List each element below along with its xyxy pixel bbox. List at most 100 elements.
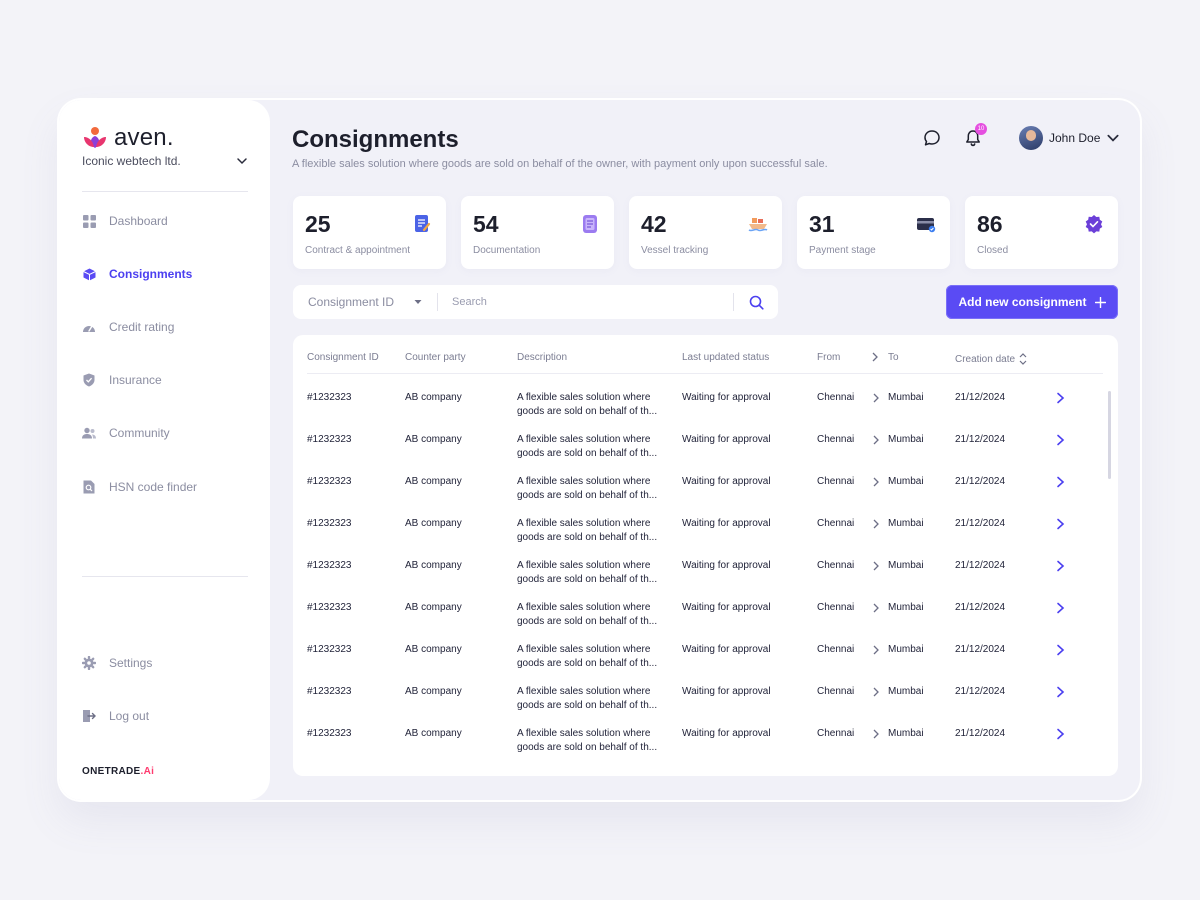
sidebar-item-settings[interactable]: Settings (82, 656, 152, 670)
route-chevron-icon (871, 601, 881, 615)
route-chevron-icon (871, 559, 881, 573)
sidebar: aven. Iconic webtech ltd. Dashboard Cons… (59, 100, 270, 800)
stat-value: 86 (977, 211, 1003, 237)
notification-badge: 10 (975, 123, 987, 135)
chevron-right-icon[interactable] (1053, 475, 1067, 489)
cell-creation-date: 21/12/2024 (955, 392, 1006, 403)
column-header-id[interactable]: Consignment ID (307, 352, 379, 363)
cell-consignment-id: #1232323 (307, 644, 352, 655)
cell-description: A flexible sales solution where goods ar… (517, 644, 658, 669)
route-chevron-icon (871, 391, 881, 405)
cell-counter-party: AB company (405, 434, 462, 445)
chevron-down-icon (237, 158, 247, 165)
table-row[interactable]: #1232323 AB company A flexible sales solut… (293, 475, 1118, 517)
stat-value: 31 (809, 211, 835, 237)
cell-to: Mumbai (888, 728, 924, 739)
document-icon (583, 215, 597, 233)
company-name: Iconic webtech ltd. (82, 154, 181, 168)
logo[interactable]: aven. (82, 124, 174, 152)
cell-status: Waiting for approval (682, 560, 771, 571)
sidebar-item-community[interactable]: Community (82, 426, 170, 440)
column-header-description[interactable]: Description (517, 352, 568, 363)
contract-icon (415, 215, 431, 232)
stat-card-vessel-tracking[interactable]: 42 Vessel tracking (629, 196, 782, 269)
column-header-to[interactable]: To (888, 352, 899, 363)
stat-card-closed[interactable]: 86 Closed (965, 196, 1118, 269)
add-consignment-button[interactable]: Add new consignment (946, 285, 1118, 319)
chevron-right-icon[interactable] (1053, 559, 1067, 573)
chat-button[interactable] (922, 128, 942, 148)
sidebar-item-label: Log out (109, 709, 150, 723)
chevron-right-icon[interactable] (1053, 601, 1067, 615)
cell-status: Waiting for approval (682, 602, 771, 613)
plus-icon (1094, 296, 1106, 308)
stat-card-documentation[interactable]: 54 Documentation (461, 196, 614, 269)
sidebar-item-label: Community (109, 426, 170, 440)
cell-to: Mumbai (888, 686, 924, 697)
cell-creation-date: 21/12/2024 (955, 518, 1006, 529)
search-button[interactable] (734, 285, 778, 319)
separator (437, 293, 438, 311)
chevron-right-icon[interactable] (1053, 391, 1067, 405)
scrollbar-thumb[interactable] (1108, 391, 1111, 479)
cell-counter-party: AB company (405, 686, 462, 697)
cell-status: Waiting for approval (682, 434, 771, 445)
cell-creation-date: 21/12/2024 (955, 560, 1006, 571)
column-header-creation-date[interactable]: Creation date (955, 352, 1027, 366)
add-button-label: Add new consignment (958, 295, 1087, 309)
consignments-table: Consignment ID Counter party Description… (293, 335, 1118, 776)
box-icon (82, 267, 96, 281)
route-chevron-icon (871, 475, 881, 489)
user-menu[interactable]: John Doe (1019, 126, 1120, 150)
table-row[interactable]: #1232323 AB company A flexible sales solut… (293, 433, 1118, 475)
chevron-right-icon[interactable] (1053, 517, 1067, 531)
sidebar-item-dashboard[interactable]: Dashboard (82, 214, 168, 228)
cell-creation-date: 21/12/2024 (955, 686, 1006, 697)
chevron-right-icon[interactable] (1053, 727, 1067, 741)
notifications-button[interactable]: 10 (963, 123, 987, 148)
search-input[interactable] (438, 285, 733, 319)
cell-description: A flexible sales solution where goods ar… (517, 728, 658, 753)
sidebar-item-hsn-code-finder[interactable]: HSN code finder (82, 480, 197, 494)
cell-to: Mumbai (888, 434, 924, 445)
table-row[interactable]: #1232323 AB company A flexible sales solut… (293, 727, 1118, 769)
chevron-right-icon[interactable] (1053, 685, 1067, 699)
sidebar-divider (82, 576, 248, 577)
filter-bar: Consignment ID (293, 285, 778, 319)
table-row[interactable]: #1232323 AB company A flexible sales solut… (293, 517, 1118, 559)
cell-from: Chennai (817, 434, 855, 445)
chevron-right-icon[interactable] (1053, 643, 1067, 657)
cell-counter-party: AB company (405, 476, 462, 487)
sidebar-item-insurance[interactable]: Insurance (82, 373, 162, 387)
chevron-right-icon[interactable] (1053, 433, 1067, 447)
cell-from: Chennai (817, 560, 855, 571)
header-divider (307, 373, 1103, 374)
table-row[interactable]: #1232323 AB company A flexible sales solut… (293, 601, 1118, 643)
stat-card-contract[interactable]: 25 Contract & appointment (293, 196, 446, 269)
search-icon (749, 295, 764, 310)
app-window: aven. Iconic webtech ltd. Dashboard Cons… (59, 100, 1140, 800)
filter-field-select[interactable]: Consignment ID (293, 285, 437, 319)
column-header-counter-party[interactable]: Counter party (405, 352, 466, 363)
gauge-icon (82, 320, 96, 334)
table-row[interactable]: #1232323 AB company A flexible sales solut… (293, 559, 1118, 601)
separator (733, 293, 734, 311)
vessel-icon (748, 218, 768, 232)
sidebar-item-consignments[interactable]: Consignments (82, 267, 192, 281)
cell-counter-party: AB company (405, 560, 462, 571)
sidebar-item-log-out[interactable]: Log out (82, 709, 149, 723)
column-header-from[interactable]: From (817, 352, 841, 363)
table-row[interactable]: #1232323 AB company A flexible sales solut… (293, 643, 1118, 685)
route-chevron-icon (871, 433, 881, 447)
sidebar-item-label: Dashboard (109, 214, 168, 228)
stat-card-payment-stage[interactable]: 31 Payment stage (797, 196, 950, 269)
table-row[interactable]: #1232323 AB company A flexible sales solut… (293, 391, 1118, 433)
cell-status: Waiting for approval (682, 728, 771, 739)
cell-status: Waiting for approval (682, 392, 771, 403)
stat-label: Closed (977, 245, 1009, 256)
cell-counter-party: AB company (405, 518, 462, 529)
table-row[interactable]: #1232323 AB company A flexible sales solut… (293, 685, 1118, 727)
column-header-status[interactable]: Last updated status (682, 352, 770, 363)
company-switcher[interactable]: Iconic webtech ltd. (82, 154, 248, 168)
sidebar-item-credit-rating[interactable]: Credit rating (82, 320, 174, 334)
